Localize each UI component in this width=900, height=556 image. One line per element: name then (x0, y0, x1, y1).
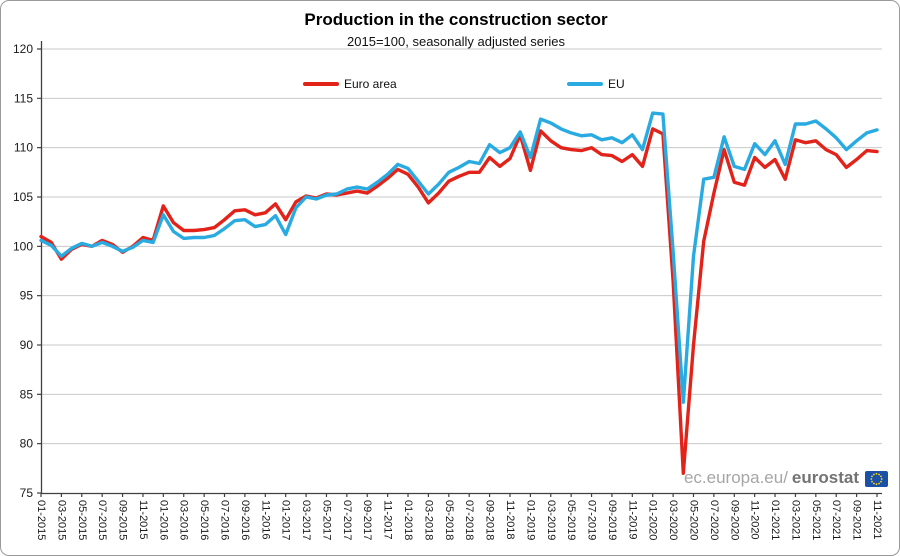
svg-text:01-2015: 01-2015 (35, 500, 47, 540)
svg-text:01-2020: 01-2020 (647, 500, 659, 540)
svg-text:09-2019: 09-2019 (606, 500, 618, 540)
svg-text:11-2017: 11-2017 (382, 500, 394, 540)
svg-text:09-2017: 09-2017 (361, 500, 373, 540)
svg-text:07-2020: 07-2020 (708, 500, 720, 540)
svg-text:05-2017: 05-2017 (320, 500, 332, 540)
svg-text:01-2018: 01-2018 (402, 500, 414, 540)
legend-label-eu: EU (608, 77, 625, 91)
page-title: Production in the construction sector (304, 10, 608, 29)
svg-text:11-2020: 11-2020 (749, 500, 761, 540)
euro-area-line-swatch (303, 82, 339, 86)
svg-text:09-2020: 09-2020 (728, 500, 740, 540)
svg-text:01-2016: 01-2016 (157, 500, 169, 540)
svg-text:11-2018: 11-2018 (504, 500, 516, 540)
svg-text:03-2015: 03-2015 (55, 500, 67, 540)
svg-text:11-2015: 11-2015 (137, 500, 149, 540)
eurostat-watermark: ec.europa.eu/eurostat (684, 468, 888, 488)
gridlines (41, 48, 882, 445)
legend: Euro area EU (1, 77, 899, 93)
legend-item-eu: EU (567, 77, 625, 91)
watermark-eurostat: eurostat (791, 468, 859, 487)
axes (40, 41, 882, 495)
legend-item-euro-area: Euro area (303, 77, 397, 91)
svg-text:80: 80 (20, 437, 34, 451)
svg-text:95: 95 (20, 289, 34, 303)
svg-text:85: 85 (20, 387, 34, 401)
svg-text:01-2021: 01-2021 (769, 500, 781, 540)
x-axis-labels: 01-2015 03-2015 05-2015 07-2015 09-2015 11-20… (35, 493, 883, 540)
svg-text:03-2021: 03-2021 (789, 500, 801, 540)
eu-flag-icon (865, 471, 888, 487)
svg-text:01-2019: 01-2019 (524, 500, 536, 540)
svg-text:75: 75 (20, 486, 34, 500)
svg-text:09-2016: 09-2016 (239, 500, 251, 540)
svg-text:03-2019: 03-2019 (545, 500, 557, 540)
svg-text:11-2019: 11-2019 (626, 500, 638, 540)
svg-text:03-2016: 03-2016 (178, 500, 190, 540)
svg-text:07-2015: 07-2015 (96, 500, 108, 540)
eu-line-swatch (567, 82, 603, 86)
svg-text:05-2019: 05-2019 (565, 500, 577, 540)
svg-text:07-2016: 07-2016 (219, 500, 231, 540)
svg-text:05-2018: 05-2018 (443, 500, 455, 540)
legend-label-euro-area: Euro area (344, 77, 397, 91)
svg-text:07-2021: 07-2021 (830, 500, 842, 540)
svg-text:11-2021: 11-2021 (871, 500, 883, 540)
svg-text:07-2019: 07-2019 (586, 500, 598, 540)
svg-text:09-2021: 09-2021 (851, 500, 863, 540)
svg-text:120: 120 (13, 42, 33, 56)
page-subtitle: 2015=100, seasonally adjusted series (347, 34, 565, 49)
eu-line (39, 111, 879, 404)
svg-text:05-2021: 05-2021 (810, 500, 822, 540)
euro-area-line (39, 127, 879, 475)
y-axis-labels: 75 80 85 90 95 100 105 110 115 120 (13, 42, 41, 500)
svg-text:110: 110 (14, 141, 33, 155)
svg-text:90: 90 (20, 338, 34, 352)
svg-text:115: 115 (14, 91, 33, 105)
svg-text:05-2020: 05-2020 (687, 500, 699, 540)
svg-text:07-2017: 07-2017 (341, 500, 353, 540)
svg-text:03-2020: 03-2020 (667, 500, 679, 540)
watermark-url: ec.europa.eu/ (683, 468, 788, 487)
svg-text:07-2018: 07-2018 (463, 500, 475, 540)
svg-text:03-2017: 03-2017 (300, 500, 312, 540)
svg-text:09-2018: 09-2018 (484, 500, 496, 540)
svg-text:03-2018: 03-2018 (422, 500, 434, 540)
svg-text:05-2016: 05-2016 (198, 500, 210, 540)
svg-text:100: 100 (13, 239, 33, 253)
svg-text:09-2015: 09-2015 (117, 500, 129, 540)
svg-text:105: 105 (13, 190, 33, 204)
svg-text:05-2015: 05-2015 (76, 500, 88, 540)
svg-text:11-2016: 11-2016 (259, 500, 271, 540)
svg-text:01-2017: 01-2017 (280, 500, 292, 540)
